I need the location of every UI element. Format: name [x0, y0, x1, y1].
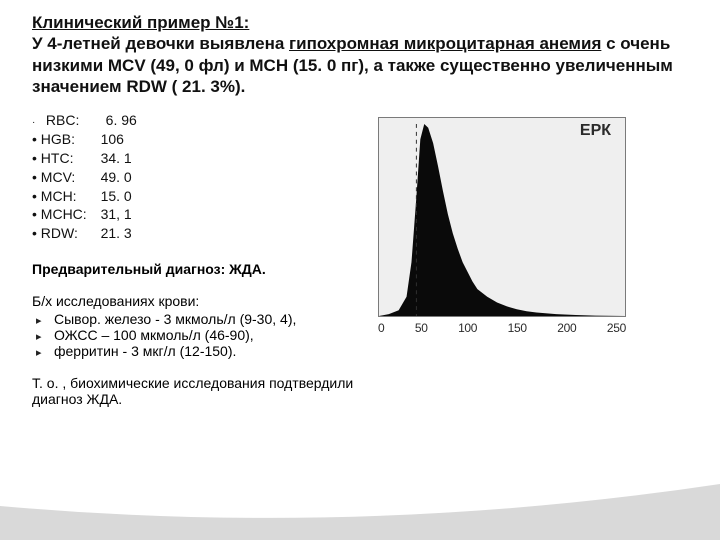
cbc-row: · RBC: 6. 96 [32, 111, 362, 130]
biochem-item: ферритин - 3 мкг/л (12-150). [54, 343, 362, 359]
pdx-text: Предварительный диагноз: ЖДА. [32, 261, 266, 277]
chart-label: ЕРК [580, 122, 611, 140]
right-column: ЕРК 0 50 100 150 200 250 [362, 111, 662, 407]
cbc-row: • HTC: 34. 1 [32, 149, 362, 168]
conclusion: Т. о. , биохимические исследования подтв… [32, 375, 362, 407]
cbc-row: • HGB: 106 [32, 130, 362, 149]
decorative-swoosh [0, 480, 720, 540]
biochem-block: Б/х исследованиях крови: Сывор. железо -… [32, 293, 362, 359]
title-block: Клинический пример №1: У 4-летней девочк… [32, 12, 688, 97]
xtick-label: 250 [607, 321, 626, 339]
xtick-label: 150 [508, 321, 527, 339]
cbc-row: • MCV: 49. 0 [32, 168, 362, 187]
chart-svg [379, 118, 625, 316]
xtick-label: 0 [378, 321, 384, 339]
biochem-item: ОЖСС – 100 мкмоль/л (46-90), [54, 327, 362, 343]
chart-plot-area: ЕРК [378, 117, 626, 317]
xtick-label: 100 [458, 321, 477, 339]
preliminary-diagnosis: Предварительный диагноз: ЖДА. [32, 261, 362, 277]
left-column: · RBC: 6. 96• HGB: 106• HTC: 34. 1• MCV:… [32, 111, 362, 407]
cbc-row: • MCHC: 31, 1 [32, 205, 362, 224]
xtick-label: 200 [557, 321, 576, 339]
title-line-1: Клинический пример №1: [32, 13, 249, 32]
biochem-item: Сывор. железо - 3 мкмоль/л (9-30, 4), [54, 311, 362, 327]
body-columns: · RBC: 6. 96• HGB: 106• HTC: 34. 1• MCV:… [32, 111, 688, 407]
cbc-row: • MCH: 15. 0 [32, 187, 362, 206]
xtick-label: 50 [415, 321, 428, 339]
cbc-row: • RDW: 21. 3 [32, 224, 362, 243]
histogram-chart: ЕРК 0 50 100 150 200 250 [362, 107, 632, 347]
chart-x-axis: 0 50 100 150 200 250 [378, 321, 626, 339]
biochem-heading: Б/х исследованиях крови: [32, 293, 362, 309]
cbc-values: · RBC: 6. 96• HGB: 106• HTC: 34. 1• MCV:… [32, 111, 362, 243]
title-line-2a: У 4-летней девочки выявлена [32, 34, 289, 53]
biochem-list: Сывор. железо - 3 мкмоль/л (9-30, 4),ОЖС… [32, 311, 362, 359]
title-line-2b: гипохромная микроцитарная анемия [289, 34, 601, 53]
